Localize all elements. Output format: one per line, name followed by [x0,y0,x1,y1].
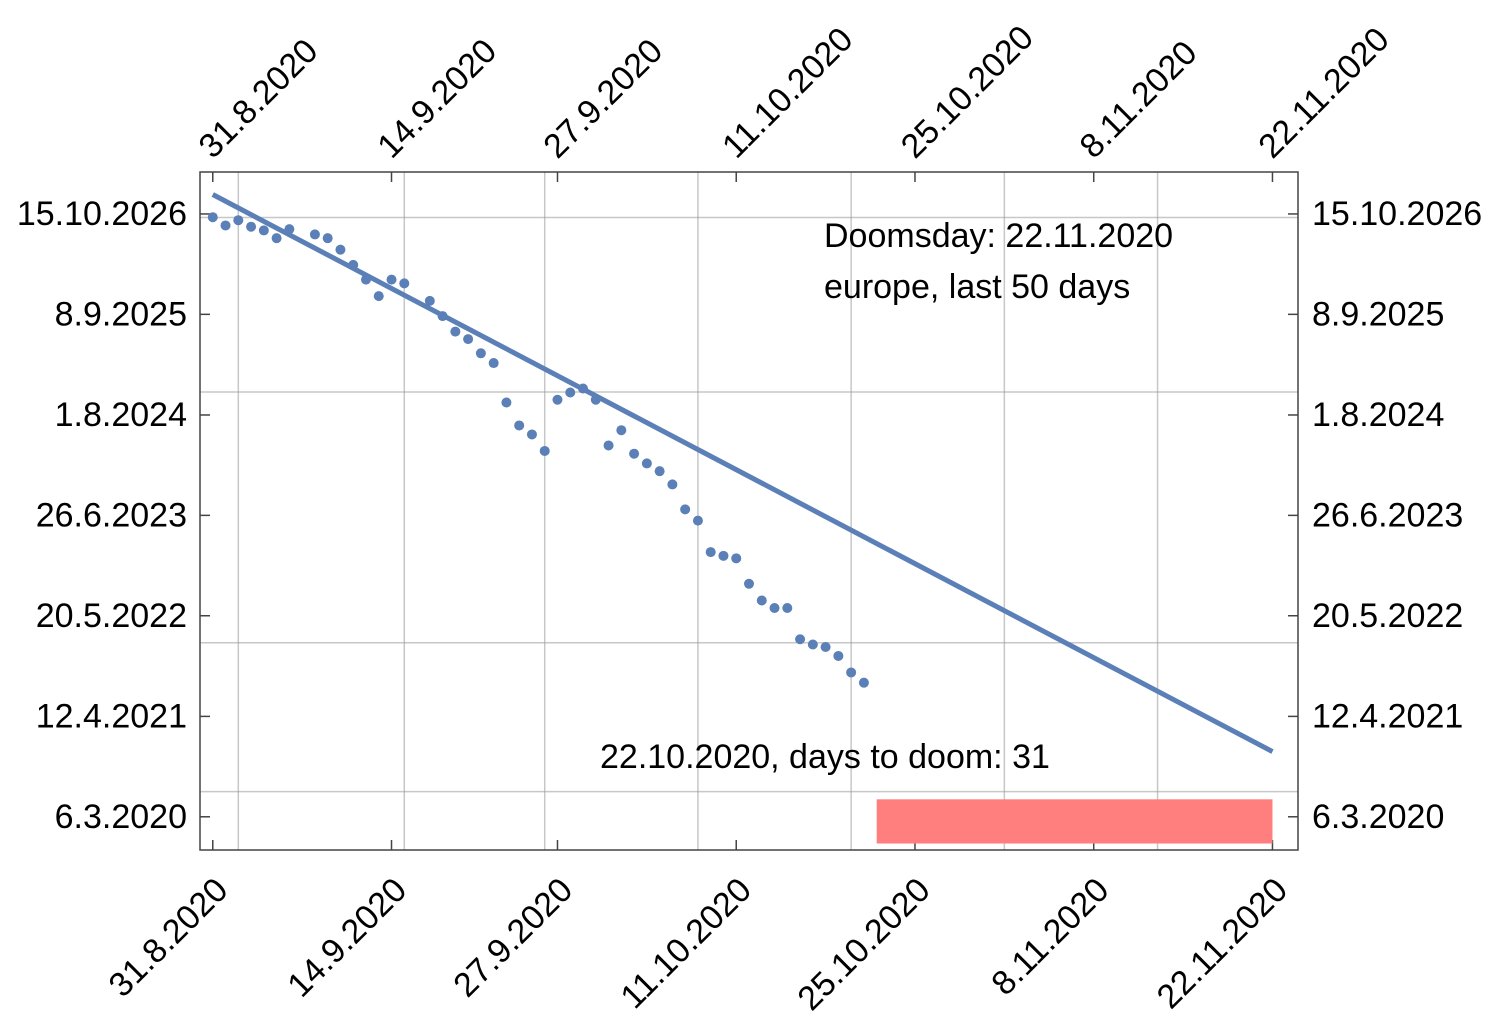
x-tick-label: 11.10.2020 [715,20,860,165]
data-point [322,233,333,244]
data-point [705,547,716,558]
x-tick-label: 27.9.2020 [536,32,670,166]
data-point [795,634,806,645]
data-point [616,425,627,436]
y-tick-label: 8.9.2025 [55,295,187,333]
data-point [284,224,295,235]
x-tick-label: 14.9.2020 [370,32,504,166]
data-point [565,387,576,398]
y-tick-label: 1.8.2024 [1312,396,1444,434]
data-point [756,595,767,606]
data-point [539,445,550,456]
data-point [744,578,754,589]
data-point [386,274,397,285]
data-point [309,229,320,240]
x-tick-label: 22.11.2020 [1251,20,1396,165]
y-tick-label: 15.10.2026 [17,195,187,233]
doom-bar [876,799,1273,844]
y-tick-label: 6.3.2020 [55,798,187,836]
data-point [475,348,486,359]
x-tick-label: 14.9.2020 [280,871,414,1005]
y-tick-label: 8.9.2025 [1312,295,1444,333]
data-point [590,394,601,405]
x-tick-label: 11.10.2020 [613,871,758,1016]
y-tick-label: 6.3.2020 [1312,798,1444,836]
y-tick-label: 12.4.2021 [36,697,187,735]
data-points [207,212,869,688]
x-tick-label: 25.10.2020 [894,18,1041,165]
annotation-region: europe, last 50 days [824,268,1130,306]
x-tick-label: 25.10.2020 [790,871,937,1018]
y-axis-right-labels: 6.3.2020 12.4.2021 20.5.2022 26.6.2023 1.8.2… [1312,195,1482,836]
x-tick-label: 8.11.2020 [984,871,1116,1003]
frame-ticks [200,172,1298,850]
data-point [603,440,614,451]
data-point [488,358,499,369]
data-point [578,383,589,394]
data-point [399,278,410,289]
x-tick-label: 31.8.2020 [102,871,236,1005]
data-point [450,326,461,337]
x-tick-label: 27.9.2020 [446,871,580,1005]
annotation-doomsday: Doomsday: 22.11.2020 [824,217,1173,255]
data-point [360,274,371,285]
x-tick-label: 8.11.2020 [1073,34,1205,166]
data-point [846,667,857,678]
x-axis-bottom-labels: 31.8.2020 14.9.2020 27.9.2020 11.10.2020 25.… [102,871,1296,1018]
data-point [437,311,448,322]
y-tick-label: 20.5.2022 [36,597,187,635]
x-axis-top-labels: 31.8.2020 14.9.2020 27.9.2020 11.10.2020 25.… [192,18,1397,165]
data-point [641,458,652,469]
data-point [335,244,346,255]
data-point [424,295,435,306]
annotation-days-to-doom: 22.10.2020, days to doom: 31 [600,738,1050,776]
data-point [629,448,640,459]
data-point [233,215,244,226]
y-tick-label: 15.10.2026 [1312,195,1482,233]
data-point [348,259,359,270]
data-point [833,650,844,661]
plot-frame [199,171,1299,851]
y-axis-left-labels: 6.3.2020 12.4.2021 20.5.2022 26.6.2023 1.8.2… [17,195,187,836]
fit-line [211,192,1274,754]
y-tick-label: 26.6.2023 [36,496,187,534]
data-point [552,394,563,405]
data-point [654,466,665,477]
data-point [769,603,780,614]
data-point [807,639,818,650]
data-point [373,291,384,302]
data-point [246,221,257,232]
data-point [501,397,512,408]
data-point [718,550,729,561]
data-point [258,225,269,236]
y-tick-label: 20.5.2022 [1312,597,1463,635]
data-point [667,479,678,490]
data-point [514,420,525,431]
y-tick-label: 1.8.2024 [55,396,187,434]
data-point [858,677,869,688]
data-point [680,504,691,515]
data-point [463,334,474,345]
data-point [207,212,218,223]
y-tick-label: 12.4.2021 [1312,697,1463,735]
data-point [731,553,742,564]
data-point [526,429,537,440]
data-point [782,603,793,614]
data-point [692,515,703,526]
x-tick-label: 31.8.2020 [192,32,326,166]
data-point [271,233,282,244]
data-point [220,220,231,231]
data-point [820,641,831,652]
y-tick-label: 26.6.2023 [1312,496,1463,534]
x-tick-label: 22.11.2020 [1150,871,1295,1016]
